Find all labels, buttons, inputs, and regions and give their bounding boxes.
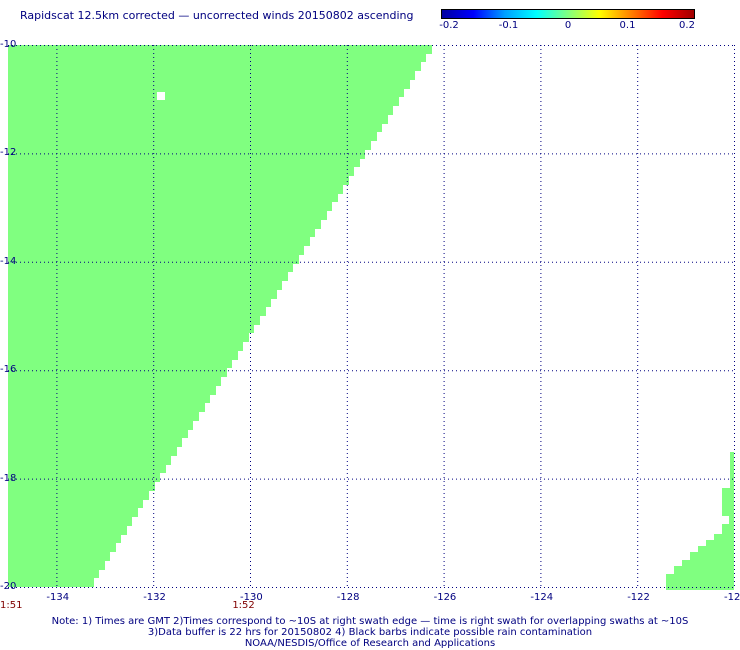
swath-time-label: 1:52 [232, 600, 254, 611]
swath-gap [157, 92, 165, 100]
wind-swaths [8, 45, 734, 590]
latitude-label: -16 [0, 364, 16, 375]
note-line-2: 3)Data buffer is 22 hrs for 20150802 4) … [0, 627, 740, 638]
note-line-3: NOAA/NESDIS/Office of Research and Appli… [0, 638, 740, 649]
longitude-label: -122 [627, 592, 650, 603]
swath-main [8, 45, 432, 587]
longitude-label: -120 [724, 592, 740, 603]
longitude-label: -132 [143, 592, 166, 603]
swath-gap [721, 516, 729, 524]
latitude-label: -10 [0, 39, 16, 50]
note-line-1: Note: 1) Times are GMT 2)Times correspon… [0, 616, 740, 627]
latitude-label: -14 [0, 256, 16, 267]
map-plot [0, 0, 740, 600]
longitude-label: -128 [337, 592, 360, 603]
swath-time-label: 1:51 [0, 600, 22, 611]
longitude-label: -124 [530, 592, 553, 603]
latitude-label: -20 [0, 581, 16, 592]
latitude-label: -12 [0, 147, 16, 158]
longitude-label: -134 [46, 592, 69, 603]
latitude-label: -18 [0, 473, 16, 484]
longitude-label: -126 [434, 592, 457, 603]
